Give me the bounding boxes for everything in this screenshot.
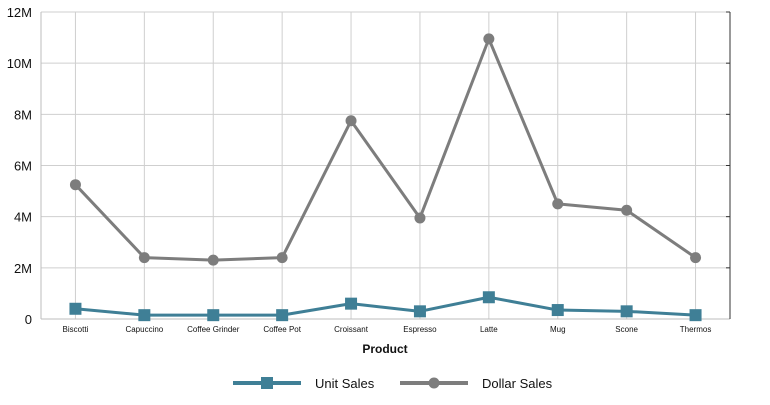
series-line-dollar-sales	[74, 37, 697, 262]
data-point-unit-sales	[69, 302, 82, 315]
legend-item-unit-sales: Unit Sales	[233, 376, 375, 391]
series	[69, 33, 702, 322]
data-point-unit-sales	[207, 309, 220, 322]
data-point-unit-sales	[413, 305, 426, 318]
data-point-dollar-sales	[276, 252, 288, 264]
x-tick-label: Biscotti	[63, 325, 89, 334]
data-point-dollar-sales	[690, 252, 702, 264]
data-point-dollar-sales	[414, 212, 426, 224]
x-tick-label: Capuccino	[125, 325, 163, 334]
series-dollar-sales	[69, 33, 702, 266]
legend-marker-unit-sales	[261, 377, 273, 389]
y-tick-label: 4M	[14, 210, 32, 225]
legend-label-dollar-sales: Dollar Sales	[482, 376, 553, 391]
data-point-unit-sales	[551, 304, 564, 317]
y-tick-label: 8M	[14, 107, 32, 122]
legend-marker-dollar-sales	[428, 377, 440, 389]
data-point-dollar-sales	[207, 254, 219, 266]
data-point-unit-sales	[345, 297, 358, 310]
y-tick-label: 12M	[7, 5, 32, 20]
data-point-unit-sales	[482, 291, 495, 304]
tick-labels: 0 2M 4M 6M 8M 10M 12M Biscotti Capuccino Coffee G…	[7, 5, 712, 334]
y-tick-label: 0	[25, 312, 32, 327]
data-point-unit-sales	[689, 309, 702, 322]
data-point-dollar-sales	[552, 198, 564, 210]
x-axis-title: Product	[362, 342, 407, 356]
data-point-dollar-sales	[69, 179, 81, 191]
grid	[41, 11, 730, 319]
data-point-dollar-sales	[483, 33, 495, 45]
x-tick-label: Mug	[550, 325, 566, 334]
x-tick-label: Latte	[480, 325, 498, 334]
data-point-dollar-sales	[345, 115, 357, 127]
y-tick-label: 10M	[7, 56, 32, 71]
series-line-unit-sales	[75, 295, 696, 317]
data-point-dollar-sales	[138, 252, 150, 264]
x-tick-label: Thermos	[680, 325, 712, 334]
data-point-unit-sales	[138, 309, 151, 322]
axes	[40, 11, 731, 320]
x-tick-label: Espresso	[403, 325, 437, 334]
data-point-dollar-sales	[621, 204, 633, 216]
x-tick-label: Croissant	[334, 325, 369, 334]
series-unit-sales	[69, 291, 702, 322]
legend-item-dollar-sales: Dollar Sales	[400, 376, 553, 391]
data-point-unit-sales	[276, 309, 289, 322]
data-point-unit-sales	[620, 305, 633, 318]
legend-label-unit-sales: Unit Sales	[315, 376, 375, 391]
y-tick-label: 6M	[14, 159, 32, 174]
legend: Unit Sales Dollar Sales	[233, 376, 553, 391]
x-tick-label: Coffee Grinder	[187, 325, 240, 334]
x-tick-label: Coffee Pot	[263, 325, 301, 334]
x-tick-label: Scone	[615, 325, 638, 334]
y-tick-label: 2M	[14, 261, 32, 276]
